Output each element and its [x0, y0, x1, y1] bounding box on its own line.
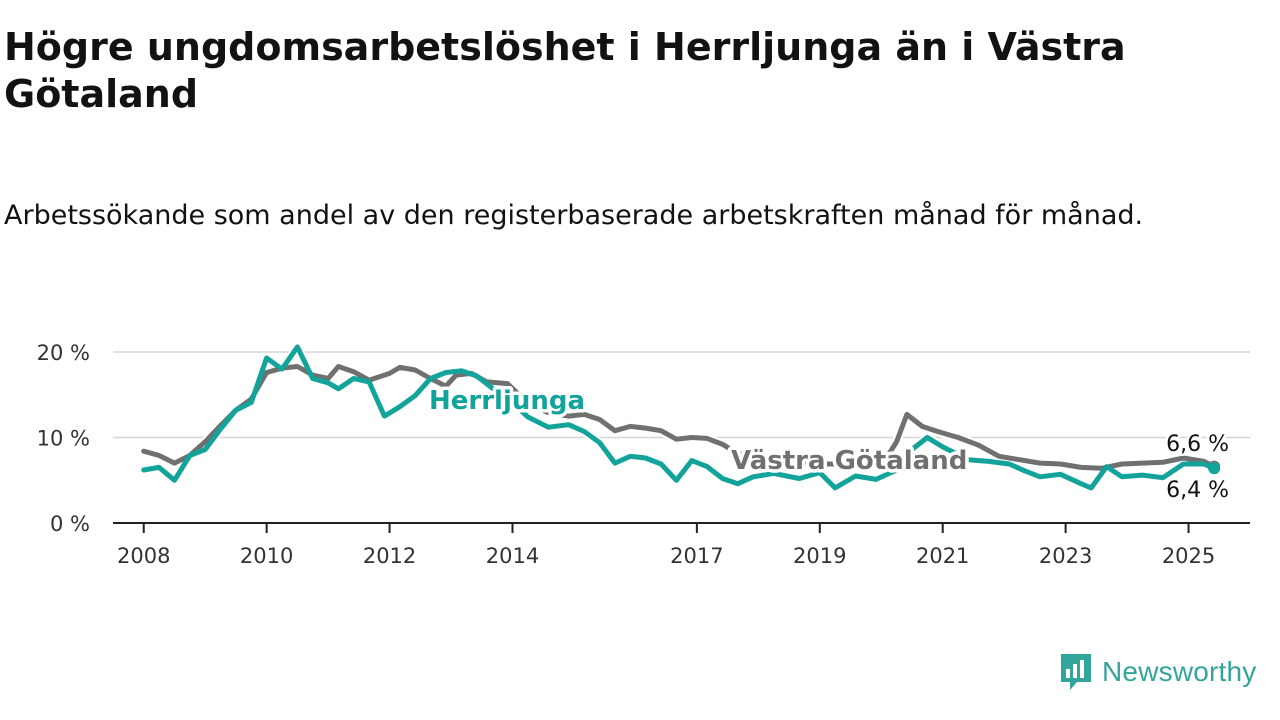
x-tick-label: 2010 [240, 544, 293, 568]
end-value-label: 6,4 % [1166, 478, 1229, 503]
vastra-gotaland-line [141, 364, 1217, 471]
series-labels: Herrljunga Västra Götaland 6,6 % 6,4 % [426, 383, 1232, 506]
x-tick-label: 2014 [486, 544, 539, 568]
newsworthy-logo-icon [1061, 654, 1091, 690]
herrljunga-end-dot [1208, 462, 1221, 475]
x-tick-label: 2023 [1039, 544, 1092, 568]
vastra-gotaland-halo [142, 362, 1217, 473]
x-tick-label: 2017 [670, 544, 723, 568]
x-tick-label: 2025 [1162, 544, 1215, 568]
chart-title: Högre ungdomsarbetslöshet i Herrljunga ä… [4, 25, 1126, 116]
chart-subtitle: Arbetssökande som andel av den registerb… [4, 200, 1144, 231]
y-axis-ticks: 0 % 10 % 20 % [37, 341, 90, 536]
y-tick-label: 10 % [37, 427, 90, 451]
series-lines [141, 342, 1221, 493]
y-tick-label: 0 % [50, 512, 90, 536]
herrljunga-line [141, 344, 1217, 491]
x-tick-label: 2012 [363, 544, 416, 568]
herrljunga-series-label: Herrljunga [429, 386, 585, 416]
x-tick-label: 2021 [916, 544, 969, 568]
y-tick-label: 20 % [37, 341, 90, 365]
brand-name: Newsworthy [1102, 656, 1257, 687]
x-axis: 2008 2010 2012 2014 2017 2019 2021 2023 2025 [113, 522, 1250, 568]
vastra-gotaland-series-label: Västra Götaland [731, 446, 967, 476]
end-value-label: 6,6 % [1166, 432, 1229, 457]
newsworthy-logo: Newsworthy [1058, 652, 1256, 692]
x-tick-label: 2019 [793, 544, 846, 568]
x-tick-label: 2008 [117, 544, 170, 568]
